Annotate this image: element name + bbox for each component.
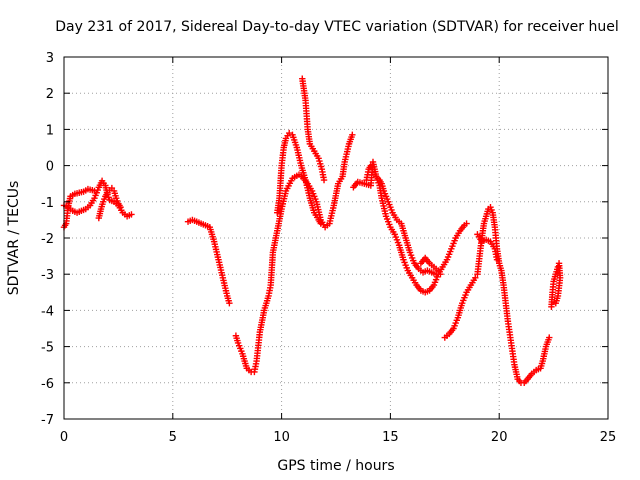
data-point-k: [435, 267, 442, 274]
data-point-i: [367, 162, 375, 169]
data-point-d: [226, 299, 233, 307]
y-tick-label: -6: [41, 377, 54, 392]
data-point-o: [552, 299, 559, 307]
data-point-c: [117, 204, 124, 211]
y-tick-label: -7: [41, 413, 54, 428]
x-tick-label: 0: [60, 430, 68, 445]
x-axis-ticks: 0 5 10 15 20 25: [60, 57, 616, 445]
y-tick-label: 3: [46, 51, 54, 66]
data-point-l: [472, 274, 479, 282]
x-axis-label: GPS time / hours: [277, 458, 394, 474]
y-tick-label: 1: [46, 123, 54, 138]
y-axis-ticks: -7 -6 -5 -4 -3 -2 -1 0 1 2 3: [41, 51, 608, 428]
data-point-j: [463, 220, 470, 227]
data-point-e: [349, 131, 356, 139]
x-tick-label: 15: [382, 430, 399, 445]
x-tick-label: 5: [169, 430, 177, 445]
y-tick-label: -5: [41, 341, 54, 356]
data-point-f: [286, 129, 293, 137]
data-point-b: [128, 211, 135, 218]
data-point-m: [546, 334, 553, 341]
data-point-f: [317, 220, 324, 227]
x-tick-label: 20: [491, 430, 508, 445]
y-tick-label: -1: [41, 196, 54, 211]
data-point-g: [320, 176, 328, 184]
y-axis-label: SDTVAR / TECUs: [6, 181, 22, 296]
data-point-n: [493, 256, 501, 263]
x-tick-label: 10: [273, 430, 290, 445]
chart-title: Day 231 of 2017, Sidereal Day-to-day VTE…: [55, 19, 618, 35]
x-tick-label: 25: [600, 430, 617, 445]
y-tick-label: -3: [41, 268, 54, 283]
grid: [64, 57, 608, 419]
y-tick-label: 2: [46, 87, 54, 102]
y-tick-label: 0: [46, 160, 54, 175]
data-points: [60, 75, 564, 386]
y-tick-label: -4: [41, 304, 54, 319]
y-tick-label: -2: [41, 232, 54, 247]
